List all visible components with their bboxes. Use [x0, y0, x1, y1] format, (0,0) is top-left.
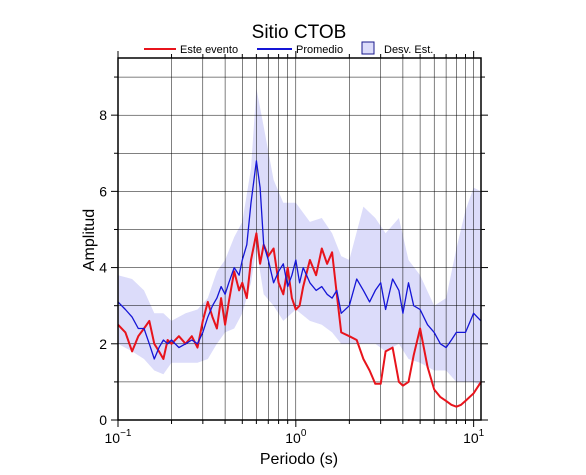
y-tick-label: 0	[99, 412, 107, 428]
y-tick-label: 4	[99, 260, 107, 276]
legend-label-desv-est: Desv. Est.	[384, 44, 433, 56]
series-line-promedio	[117, 160, 482, 360]
axes-layer	[111, 51, 488, 427]
legend-label-este-evento: Este evento	[180, 44, 238, 56]
series-layer	[117, 160, 482, 408]
x-tick-label: 101	[463, 428, 485, 446]
y-tick-label: 6	[99, 183, 107, 199]
x-axis-label: Periodo (s)	[260, 451, 338, 468]
y-tick-label: 8	[99, 107, 107, 123]
x-tick-label: 10−1	[105, 428, 132, 446]
legend: Este evento Promedio Desv. Est.	[144, 41, 433, 56]
y-tick-label: 2	[99, 336, 107, 352]
legend-swatch-desv-est	[361, 41, 375, 55]
x-tick-label: 100	[285, 428, 307, 446]
std-band-layer	[118, 88, 481, 386]
std-band	[118, 88, 481, 386]
tick-label-layer: 0 2 4 6 8 10−1 100 101	[99, 107, 484, 446]
chart-title: Sitio CTOB	[252, 22, 347, 43]
series-line-este-evento	[117, 232, 482, 408]
plot-frame	[117, 57, 482, 421]
y-axis-label: Amplitud	[81, 209, 98, 271]
legend-label-promedio: Promedio	[296, 44, 343, 56]
